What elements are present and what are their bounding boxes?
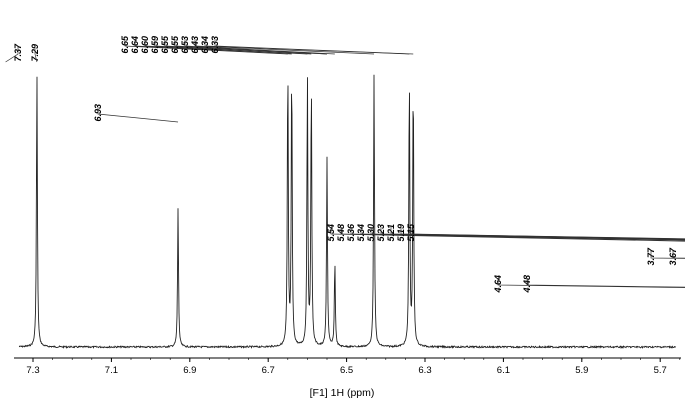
peak-label-leader xyxy=(390,227,685,240)
x-tick-label: 6.7 xyxy=(262,365,275,376)
peak-label-leader xyxy=(340,227,685,242)
peak-label-leader xyxy=(134,39,292,55)
peak-label-leader xyxy=(410,227,685,240)
x-tick-label: 7.3 xyxy=(26,365,39,376)
x-tick-label: 5.9 xyxy=(575,365,588,376)
x-axis-title: [F1] 1H (ppm) xyxy=(310,387,375,399)
peak-label-leader xyxy=(34,47,38,63)
peak-label-leader xyxy=(400,227,685,240)
peak-label-leader xyxy=(184,39,335,55)
peak-label-leader xyxy=(650,251,685,259)
peak-label-leader xyxy=(497,278,685,288)
peak-label-leader xyxy=(5,47,19,63)
x-tick-label: 6.5 xyxy=(340,365,353,376)
peak-label-leader xyxy=(174,39,328,55)
peak-label-leader xyxy=(370,227,685,240)
x-tick-label: 7.1 xyxy=(105,365,118,376)
plot-area xyxy=(18,74,677,350)
x-tick-label: 6.3 xyxy=(418,365,431,376)
x-tick-label: 5.7 xyxy=(654,365,667,376)
x-axis: 7.37.16.96.76.56.36.15.95.75.55.35.14.94… xyxy=(14,357,681,376)
peak-label-leader xyxy=(194,39,375,55)
peak-label-leader xyxy=(330,227,685,242)
peak-label-group: 7.37 7.296.936.65 6.64 6.60 6.59 6.55 6.55 6.53… xyxy=(5,35,685,294)
peak-label-leader xyxy=(154,39,312,55)
peak-label-leader xyxy=(214,39,414,55)
peak-label-leader xyxy=(526,278,685,288)
peak-label-leader xyxy=(97,107,179,123)
x-tick-label: 6.9 xyxy=(183,365,196,376)
peak-label-leader xyxy=(380,227,685,240)
peak-label-leader xyxy=(672,251,685,259)
spectrum-trace xyxy=(18,74,677,350)
x-tick-label: 6.1 xyxy=(497,365,510,376)
